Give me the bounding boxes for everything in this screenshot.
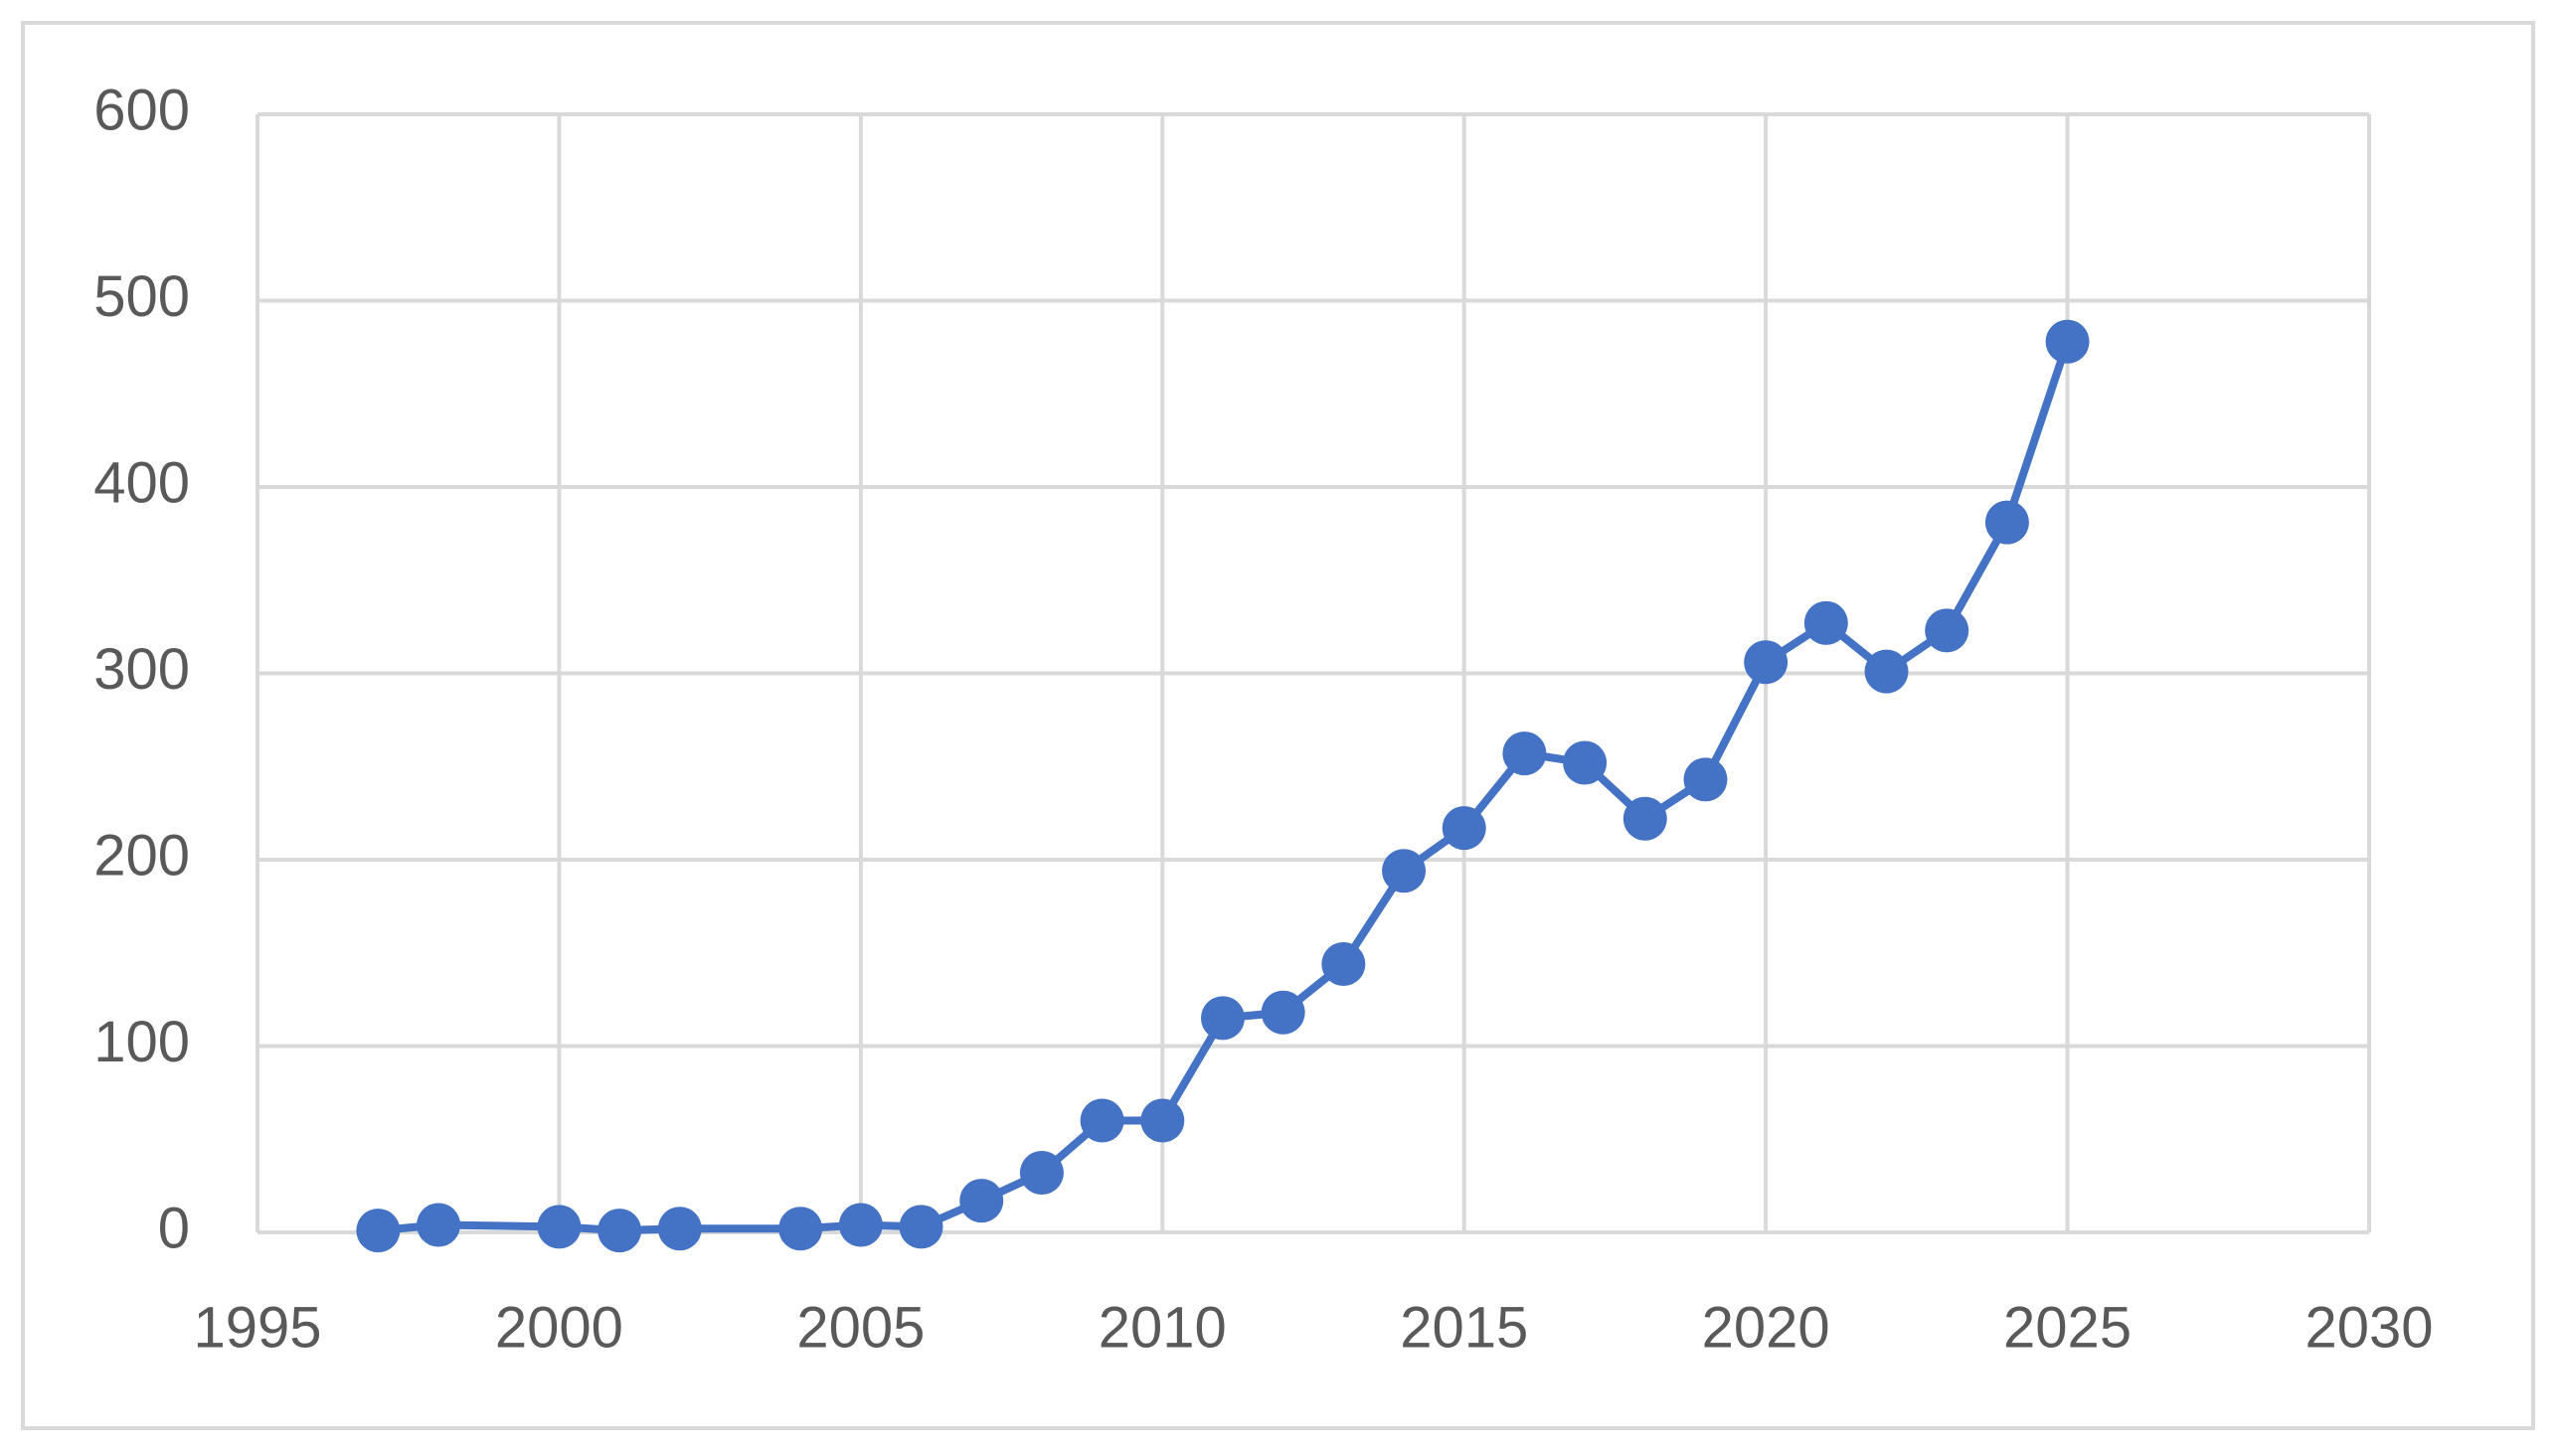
data-point (1502, 731, 1547, 776)
x-tick-label: 2000 (495, 1295, 623, 1360)
x-tick-label: 2015 (1400, 1295, 1528, 1360)
data-point (537, 1205, 582, 1249)
data-point (1382, 849, 1427, 893)
data-point (1925, 608, 1969, 653)
data-point (597, 1209, 642, 1253)
data-point (2045, 319, 2090, 364)
x-tick-label: 2020 (1702, 1295, 1830, 1360)
data-point (1019, 1151, 1064, 1195)
data-point (899, 1205, 943, 1249)
data-point (1683, 757, 1728, 802)
data-point (1563, 740, 1608, 785)
data-point (1080, 1098, 1124, 1143)
data-point (1864, 649, 1909, 694)
data-point (1442, 806, 1486, 851)
x-tick-label: 2005 (796, 1295, 925, 1360)
y-tick-label: 400 (93, 450, 190, 515)
y-tick-label: 500 (93, 264, 190, 329)
data-point (838, 1203, 883, 1247)
y-tick-label: 600 (93, 78, 190, 142)
data-point (1744, 640, 1789, 685)
data-point (417, 1203, 461, 1247)
y-tick-label: 300 (93, 637, 190, 702)
data-point (1321, 942, 1366, 986)
y-tick-label: 0 (158, 1196, 190, 1260)
data-point (778, 1207, 823, 1251)
chart-border (21, 21, 2535, 1430)
data-point (1803, 600, 1848, 645)
y-tick-label: 200 (93, 823, 190, 888)
x-tick-label: 2025 (2003, 1295, 2132, 1360)
data-point (356, 1209, 401, 1253)
x-tick-label: 1995 (193, 1295, 321, 1360)
data-point (1622, 796, 1667, 841)
data-point (1140, 1098, 1185, 1143)
data-point (1984, 500, 2029, 545)
y-tick-label: 100 (93, 1010, 190, 1074)
x-tick-label: 2030 (2304, 1295, 2433, 1360)
data-point (1261, 990, 1305, 1035)
data-point (959, 1179, 1004, 1223)
x-tick-label: 2010 (1099, 1295, 1227, 1360)
data-point (1200, 996, 1245, 1041)
data-point (657, 1207, 702, 1251)
